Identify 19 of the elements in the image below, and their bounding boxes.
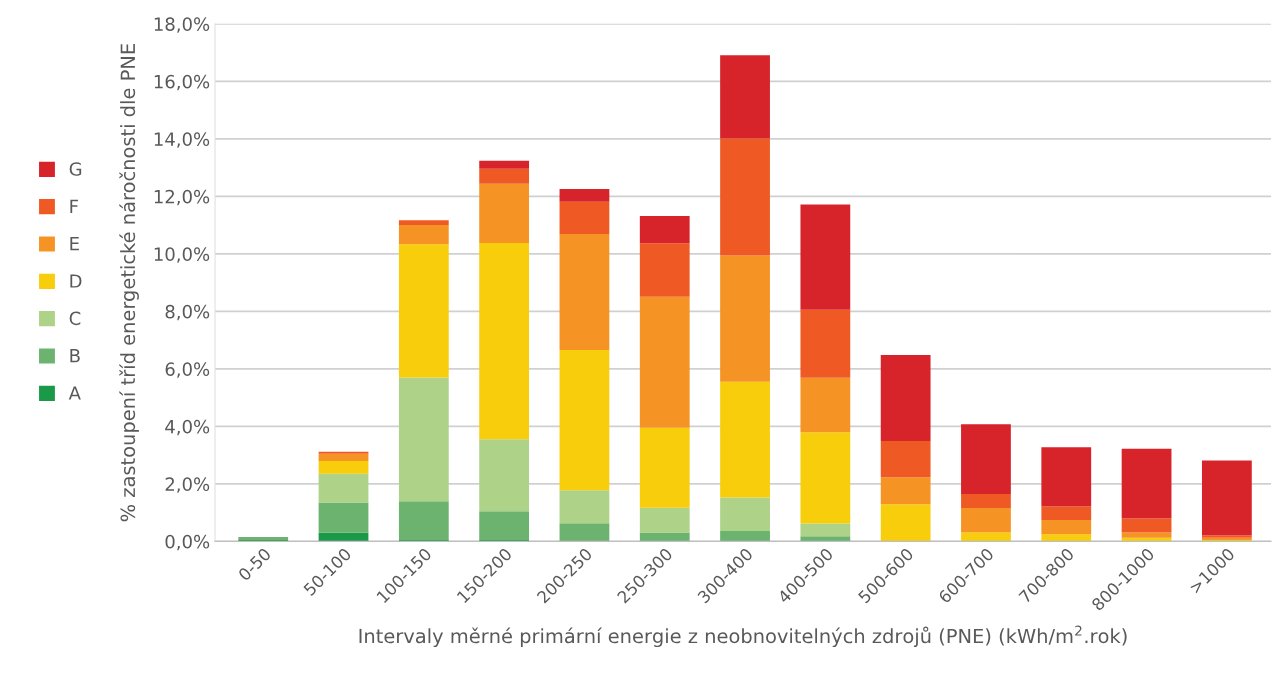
y-tick-label: 16,0% [154,74,210,91]
y-tick-label: 6,0% [165,362,210,378]
y-axis-title: % zastoupení tříd energetické náročnosti dle PNE [119,44,139,522]
legend-label: B [70,349,80,363]
legend-label: F [70,199,78,213]
y-tick-label: 12,0% [154,189,210,206]
y-tick-label: 10,0% [154,247,210,263]
x-axis-title: Intervaly měrné primární energie z neobnovitelných zdrojů (PNE) (kWh/m$^{2}$.rok) [359,625,1127,648]
y-tick-label: 2,0% [165,477,210,493]
y-tick-label: 4,0% [165,419,210,436]
legend-label: A [68,386,81,400]
y-tick-label: 18,0% [154,17,210,33]
legend-label: G [69,162,82,176]
y-tick-label: 0,0% [165,534,210,551]
legend-label: C [69,311,81,326]
y-tick-label: 14,0% [154,132,210,148]
legend-label: D [70,274,82,288]
y-tick-label: 8,0% [165,304,210,321]
legend-label: E [70,237,79,251]
